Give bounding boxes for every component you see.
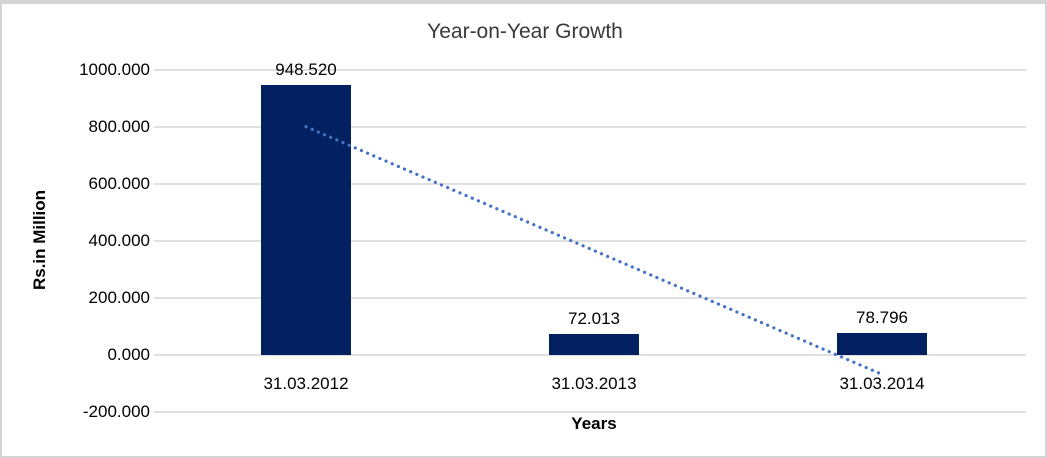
- chart-title: Year-on-Year Growth: [427, 20, 623, 43]
- gridlines-layer: [154, 69, 1026, 413]
- data-label: 78.796: [856, 307, 908, 327]
- y-tick-label: -200.000: [82, 402, 150, 421]
- bar: [261, 84, 351, 355]
- y-tick-label: 1000.000: [79, 60, 150, 79]
- y-tick-label: 600.000: [88, 174, 150, 193]
- bar: [549, 334, 639, 355]
- y-tick-label: 0.000: [107, 345, 150, 364]
- data-labels-layer: 948.520 72.013 78.796: [2, 4, 1045, 456]
- x-category-label: 31.03.2012: [263, 374, 349, 393]
- y-tick-label: 200.000: [88, 288, 150, 307]
- bar: [837, 332, 927, 355]
- x-axis-category-labels: 31.03.2012 31.03.2013 31.03.2014: [2, 4, 1045, 456]
- bars-layer: [2, 4, 1045, 456]
- y-tick-label: 800.000: [88, 117, 150, 136]
- x-axis-title: Years: [571, 414, 617, 433]
- y-tick-label: 400.000: [88, 231, 150, 250]
- y-axis-tick-labels: 1000.000 800.000 600.000 400.000 200.000 0.00…: [2, 4, 1045, 456]
- trendline-layer: [304, 125, 884, 376]
- trendline: [304, 125, 884, 376]
- data-label: 72.013: [568, 309, 620, 329]
- y-axis-title: Rs.in Million: [30, 189, 49, 291]
- data-label: 948.520: [275, 59, 337, 79]
- x-category-label: 31.03.2014: [839, 374, 925, 393]
- x-category-label: 31.03.2013: [551, 374, 637, 393]
